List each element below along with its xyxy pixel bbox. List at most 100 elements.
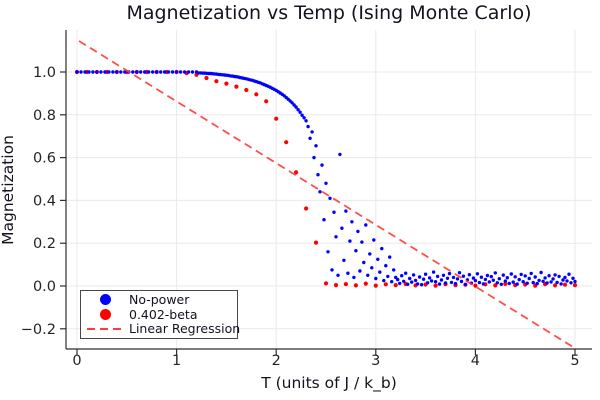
data-point-no-power — [386, 274, 390, 279]
data-point-no-power — [75, 70, 79, 74]
data-point-no-power — [290, 101, 294, 105]
data-point-no-power — [338, 152, 342, 157]
data-point-no-power — [332, 210, 336, 214]
data-point-no-power — [439, 278, 444, 282]
y-tick-label: 1.0 — [33, 65, 56, 81]
data-point-no-power — [429, 279, 434, 283]
data-point-no-power — [475, 272, 480, 276]
series-no-power — [75, 70, 577, 287]
data-point-no-power — [417, 275, 422, 279]
data-point-no-power — [400, 274, 404, 278]
data-point-0-402-beta — [214, 79, 219, 84]
data-point-no-power — [304, 119, 308, 123]
data-point-no-power — [497, 277, 501, 281]
data-point-no-power — [296, 108, 300, 112]
data-point-no-power — [567, 272, 571, 276]
data-point-no-power — [511, 280, 515, 284]
data-point-no-power — [119, 70, 123, 74]
legend-entry-regression: Linear Regression — [81, 322, 240, 336]
data-point-0-402-beta — [224, 81, 229, 86]
data-point-no-power — [370, 266, 374, 270]
data-point-no-power — [402, 279, 406, 283]
data-point-no-power — [415, 282, 420, 286]
data-point-0-402-beta — [343, 282, 348, 287]
data-point-no-power — [571, 276, 575, 280]
data-point-no-power — [419, 283, 424, 287]
data-point-no-power — [499, 282, 503, 286]
data-point-no-power — [314, 144, 318, 148]
data-point-no-power — [123, 70, 127, 74]
data-point-no-power — [509, 272, 513, 276]
data-point-no-power — [362, 260, 366, 265]
data-point-no-power — [310, 130, 314, 134]
data-point-no-power — [404, 271, 408, 275]
y-tick-label: 0.8 — [33, 108, 56, 124]
data-point-0-402-beta — [313, 240, 319, 245]
data-point-no-power — [515, 282, 519, 286]
data-point-no-power — [471, 276, 476, 280]
legend-entry-no-power: No-power — [81, 292, 237, 307]
data-point-no-power — [529, 271, 533, 276]
data-point-no-power — [190, 70, 195, 74]
data-point-no-power — [396, 277, 400, 282]
data-point-no-power — [461, 274, 466, 278]
data-point-no-power — [186, 70, 191, 74]
data-point-no-power — [561, 278, 565, 282]
data-point-no-power — [346, 271, 350, 275]
data-point-no-power — [79, 70, 83, 74]
data-point-0-402-beta — [473, 283, 478, 288]
data-point-no-power — [358, 269, 362, 273]
data-point-no-power — [356, 229, 360, 234]
data-point-no-power — [539, 270, 543, 275]
data-point-no-power — [521, 280, 525, 284]
x-tick-label: 4 — [471, 353, 480, 369]
data-point-no-power — [306, 124, 310, 129]
data-point-no-power — [394, 275, 398, 280]
x-tick-label: 2 — [272, 353, 281, 369]
data-point-no-power — [336, 273, 340, 277]
data-point-0-402-beta — [562, 282, 568, 287]
data-point-no-power — [91, 70, 95, 74]
y-tick-label: 0.4 — [33, 193, 56, 209]
data-point-no-power — [330, 268, 334, 272]
data-point-no-power — [326, 250, 330, 254]
data-point-no-power — [523, 274, 527, 278]
data-point-no-power — [491, 278, 495, 282]
data-point-no-power — [390, 280, 394, 284]
data-point-no-power — [344, 209, 348, 213]
data-point-no-power — [354, 249, 358, 253]
data-point-no-power — [182, 70, 187, 74]
data-point-no-power — [457, 271, 462, 275]
data-point-0-402-beta — [274, 116, 279, 121]
data-point-no-power — [445, 276, 450, 280]
legend-entry-beta: 0.402-beta — [81, 306, 237, 322]
data-point-no-power — [563, 275, 567, 280]
data-point-no-power — [131, 70, 135, 74]
data-point-no-power — [382, 278, 386, 283]
data-point-0-402-beta — [333, 283, 339, 288]
data-point-no-power — [483, 277, 488, 282]
data-point-no-power — [549, 280, 553, 284]
data-point-no-power — [533, 275, 537, 279]
data-point-no-power — [174, 70, 179, 74]
data-point-no-power — [178, 70, 183, 74]
data-point-no-power — [477, 280, 482, 285]
y-tick-label: 0.2 — [33, 236, 56, 252]
data-point-no-power — [467, 273, 472, 277]
data-point-0-402-beta — [244, 87, 249, 93]
data-point-no-power — [352, 275, 356, 280]
legend-label-beta: 0.402-beta — [129, 306, 198, 322]
data-point-no-power — [527, 276, 531, 281]
legend-marker-cell — [81, 309, 129, 320]
x-axis-label: T (units of J / k_b) — [261, 374, 397, 392]
data-point-no-power — [350, 220, 354, 224]
data-point-0-402-beta — [503, 281, 508, 286]
data-point-no-power — [302, 116, 306, 120]
data-point-no-power — [555, 280, 559, 285]
data-point-no-power — [447, 271, 452, 276]
data-point-no-power — [372, 238, 376, 242]
data-point-no-power — [513, 275, 517, 279]
data-point-no-power — [481, 282, 486, 286]
data-point-no-power — [433, 280, 438, 284]
